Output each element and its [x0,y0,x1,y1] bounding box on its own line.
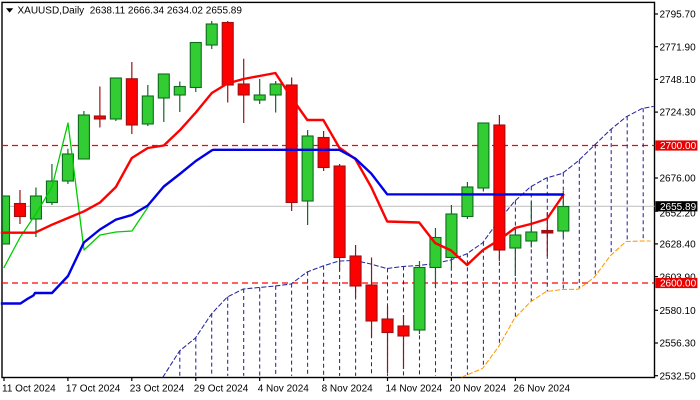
svg-text:11 Oct 2024: 11 Oct 2024 [2,384,56,395]
svg-text:2795.70: 2795.70 [660,10,697,21]
svg-text:XAUUSD,Daily 2638.11 2666.34: XAUUSD,Daily 2638.11 2666.34 2634.02 265… [18,5,243,16]
svg-text:23 Oct 2024: 23 Oct 2024 [130,384,185,395]
svg-text:2771.90: 2771.90 [660,42,697,53]
svg-text:2700.00: 2700.00 [660,141,697,152]
svg-text:2748.10: 2748.10 [660,75,697,86]
svg-text:2724.30: 2724.30 [660,108,697,119]
svg-text:2628.40: 2628.40 [660,240,697,251]
svg-text:20 Nov 2024: 20 Nov 2024 [449,384,506,395]
svg-text:2652.20: 2652.20 [660,208,697,219]
svg-text:2556.30: 2556.30 [660,339,697,350]
svg-text:4 Nov 2024: 4 Nov 2024 [258,384,310,395]
svg-text:2580.10: 2580.10 [660,306,697,317]
svg-text:29 Oct 2024: 29 Oct 2024 [194,384,249,395]
svg-text:26 Nov 2024: 26 Nov 2024 [513,384,570,395]
svg-text:2676.00: 2676.00 [660,174,697,185]
svg-text:14 Nov 2024: 14 Nov 2024 [386,384,443,395]
svg-text:2600.00: 2600.00 [660,279,697,290]
svg-text:2532.50: 2532.50 [660,371,697,382]
svg-text:2655.89: 2655.89 [660,202,697,213]
svg-text:8 Nov 2024: 8 Nov 2024 [322,384,374,395]
svg-text:17 Oct 2024: 17 Oct 2024 [66,384,121,395]
